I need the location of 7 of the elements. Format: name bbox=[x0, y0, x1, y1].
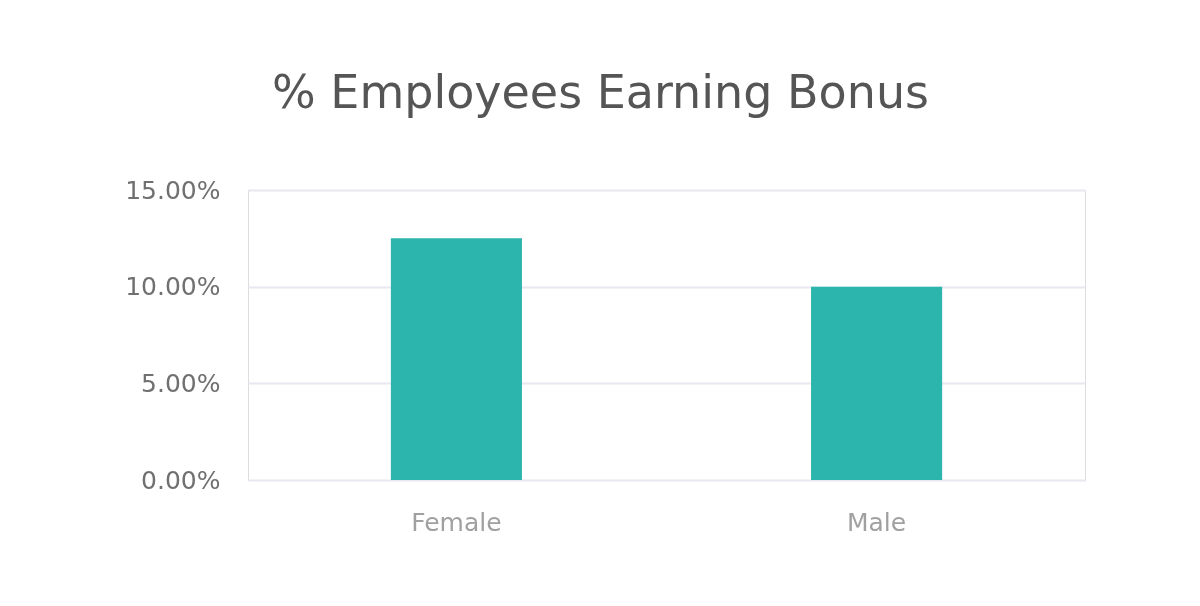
x-tick-label: Male bbox=[846, 507, 907, 537]
y-tick-label: 15.00% bbox=[125, 175, 221, 205]
y-tick-label: 10.00% bbox=[125, 272, 221, 302]
chart-title: % Employees Earning Bonus bbox=[272, 65, 929, 119]
y-tick-label: 0.00% bbox=[141, 465, 221, 495]
y-tick-label: 5.00% bbox=[141, 368, 221, 398]
x-tick-label: Female bbox=[411, 507, 502, 537]
